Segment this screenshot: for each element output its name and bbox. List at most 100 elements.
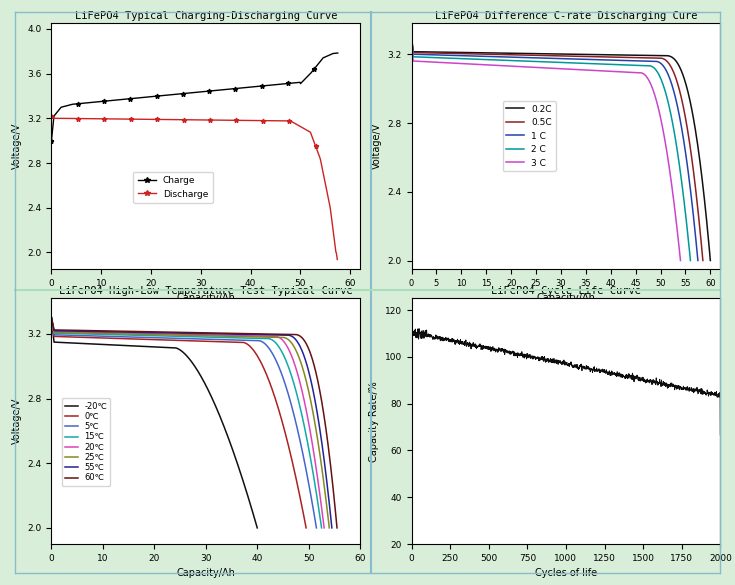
3 C — [570, 66, 579, 73]
0℃ — [240, 339, 249, 346]
X-axis label: Cycles of life: Cycles of life — [535, 569, 597, 579]
-20℃ — [178, 348, 187, 355]
0.2C — [407, 33, 416, 40]
Y-axis label: Voltage/V: Voltage/V — [372, 123, 382, 170]
25℃ — [325, 524, 334, 531]
Title: LiFePO4 Typical Charging-Discharging Curve: LiFePO4 Typical Charging-Discharging Cur… — [74, 11, 337, 21]
55℃ — [218, 331, 226, 338]
1 C — [589, 56, 598, 63]
Y-axis label: Capacity Rate/%: Capacity Rate/% — [369, 381, 379, 462]
-20℃ — [60, 339, 68, 346]
1 C — [407, 33, 416, 40]
20℃ — [205, 332, 214, 339]
3 C — [563, 66, 572, 73]
1 C — [694, 257, 703, 264]
5℃ — [248, 337, 257, 344]
15℃ — [317, 524, 326, 531]
0℃ — [209, 338, 218, 345]
0℃ — [47, 314, 56, 321]
X-axis label: Capacity/Ah: Capacity/Ah — [176, 569, 235, 579]
-20℃ — [47, 314, 56, 321]
0℃ — [195, 338, 204, 345]
Line: 3 C: 3 C — [412, 37, 681, 260]
Line: 55℃: 55℃ — [51, 318, 331, 528]
55℃ — [47, 314, 56, 321]
3 C — [676, 257, 685, 264]
5℃ — [63, 332, 72, 339]
2 C — [576, 60, 585, 67]
-20℃ — [224, 435, 233, 442]
Line: 0.2C: 0.2C — [412, 37, 710, 260]
1 C — [573, 56, 582, 63]
20℃ — [320, 524, 329, 531]
60℃ — [220, 329, 229, 336]
0.5C — [592, 53, 601, 60]
0.2C — [664, 53, 673, 60]
Line: 25℃: 25℃ — [51, 318, 329, 528]
25℃ — [209, 332, 218, 339]
0.5C — [407, 33, 416, 40]
0.5C — [628, 54, 637, 61]
2 C — [569, 59, 578, 66]
5℃ — [47, 314, 56, 321]
20℃ — [220, 332, 229, 339]
3 C — [639, 70, 648, 77]
25℃ — [215, 332, 224, 339]
2 C — [619, 61, 628, 68]
0℃ — [62, 333, 71, 340]
2 C — [648, 63, 656, 70]
25℃ — [258, 333, 267, 340]
1 C — [624, 57, 633, 64]
Title: LiFePO4 High-Low Temperature Test Typical Curve: LiFePO4 High-Low Temperature Test Typica… — [59, 286, 353, 296]
5℃ — [275, 365, 284, 372]
Legend: 0.2C, 0.5C, 1 C, 2 C, 3 C: 0.2C, 0.5C, 1 C, 2 C, 3 C — [503, 101, 556, 171]
-20℃ — [203, 386, 212, 393]
3 C — [611, 68, 620, 75]
Line: -20℃: -20℃ — [51, 318, 257, 528]
0.5C — [584, 53, 593, 60]
X-axis label: Capacity/Ah: Capacity/Ah — [176, 294, 235, 304]
0.5C — [658, 55, 667, 62]
Line: 60℃: 60℃ — [51, 318, 337, 528]
55℃ — [226, 331, 234, 338]
3 C — [423, 58, 432, 66]
0.2C — [589, 51, 598, 58]
55℃ — [210, 331, 219, 338]
0℃ — [201, 338, 210, 345]
1 C — [653, 58, 662, 66]
Line: 15℃: 15℃ — [51, 318, 321, 528]
20℃ — [254, 332, 262, 339]
15℃ — [219, 334, 228, 341]
Title: LiFePO4 Cycle Life Curve: LiFePO4 Cycle Life Curve — [491, 286, 641, 296]
X-axis label: Capacity/Ah: Capacity/Ah — [537, 294, 595, 304]
25℃ — [224, 333, 233, 340]
0℃ — [301, 524, 310, 531]
Legend: Charge, Discharge: Charge, Discharge — [133, 171, 213, 203]
0.2C — [598, 51, 606, 58]
55℃ — [289, 333, 298, 340]
25℃ — [47, 314, 56, 321]
0.5C — [425, 49, 434, 56]
25℃ — [286, 338, 295, 345]
-20℃ — [172, 345, 181, 352]
3 C — [578, 66, 587, 73]
5℃ — [216, 336, 225, 343]
15℃ — [64, 330, 73, 337]
60℃ — [213, 329, 222, 336]
Line: 2 C: 2 C — [412, 37, 690, 260]
Line: 0.5C: 0.5C — [412, 37, 703, 260]
20℃ — [47, 314, 56, 321]
Line: 20℃: 20℃ — [51, 318, 324, 528]
0℃ — [266, 382, 275, 389]
20℃ — [64, 328, 73, 335]
2 C — [407, 33, 416, 40]
15℃ — [211, 333, 220, 340]
0.5C — [698, 257, 707, 264]
60℃ — [264, 331, 273, 338]
0.2C — [581, 51, 589, 58]
15℃ — [279, 353, 288, 360]
0.2C — [634, 51, 642, 58]
2 C — [585, 60, 594, 67]
1 C — [581, 56, 589, 63]
15℃ — [47, 314, 56, 321]
